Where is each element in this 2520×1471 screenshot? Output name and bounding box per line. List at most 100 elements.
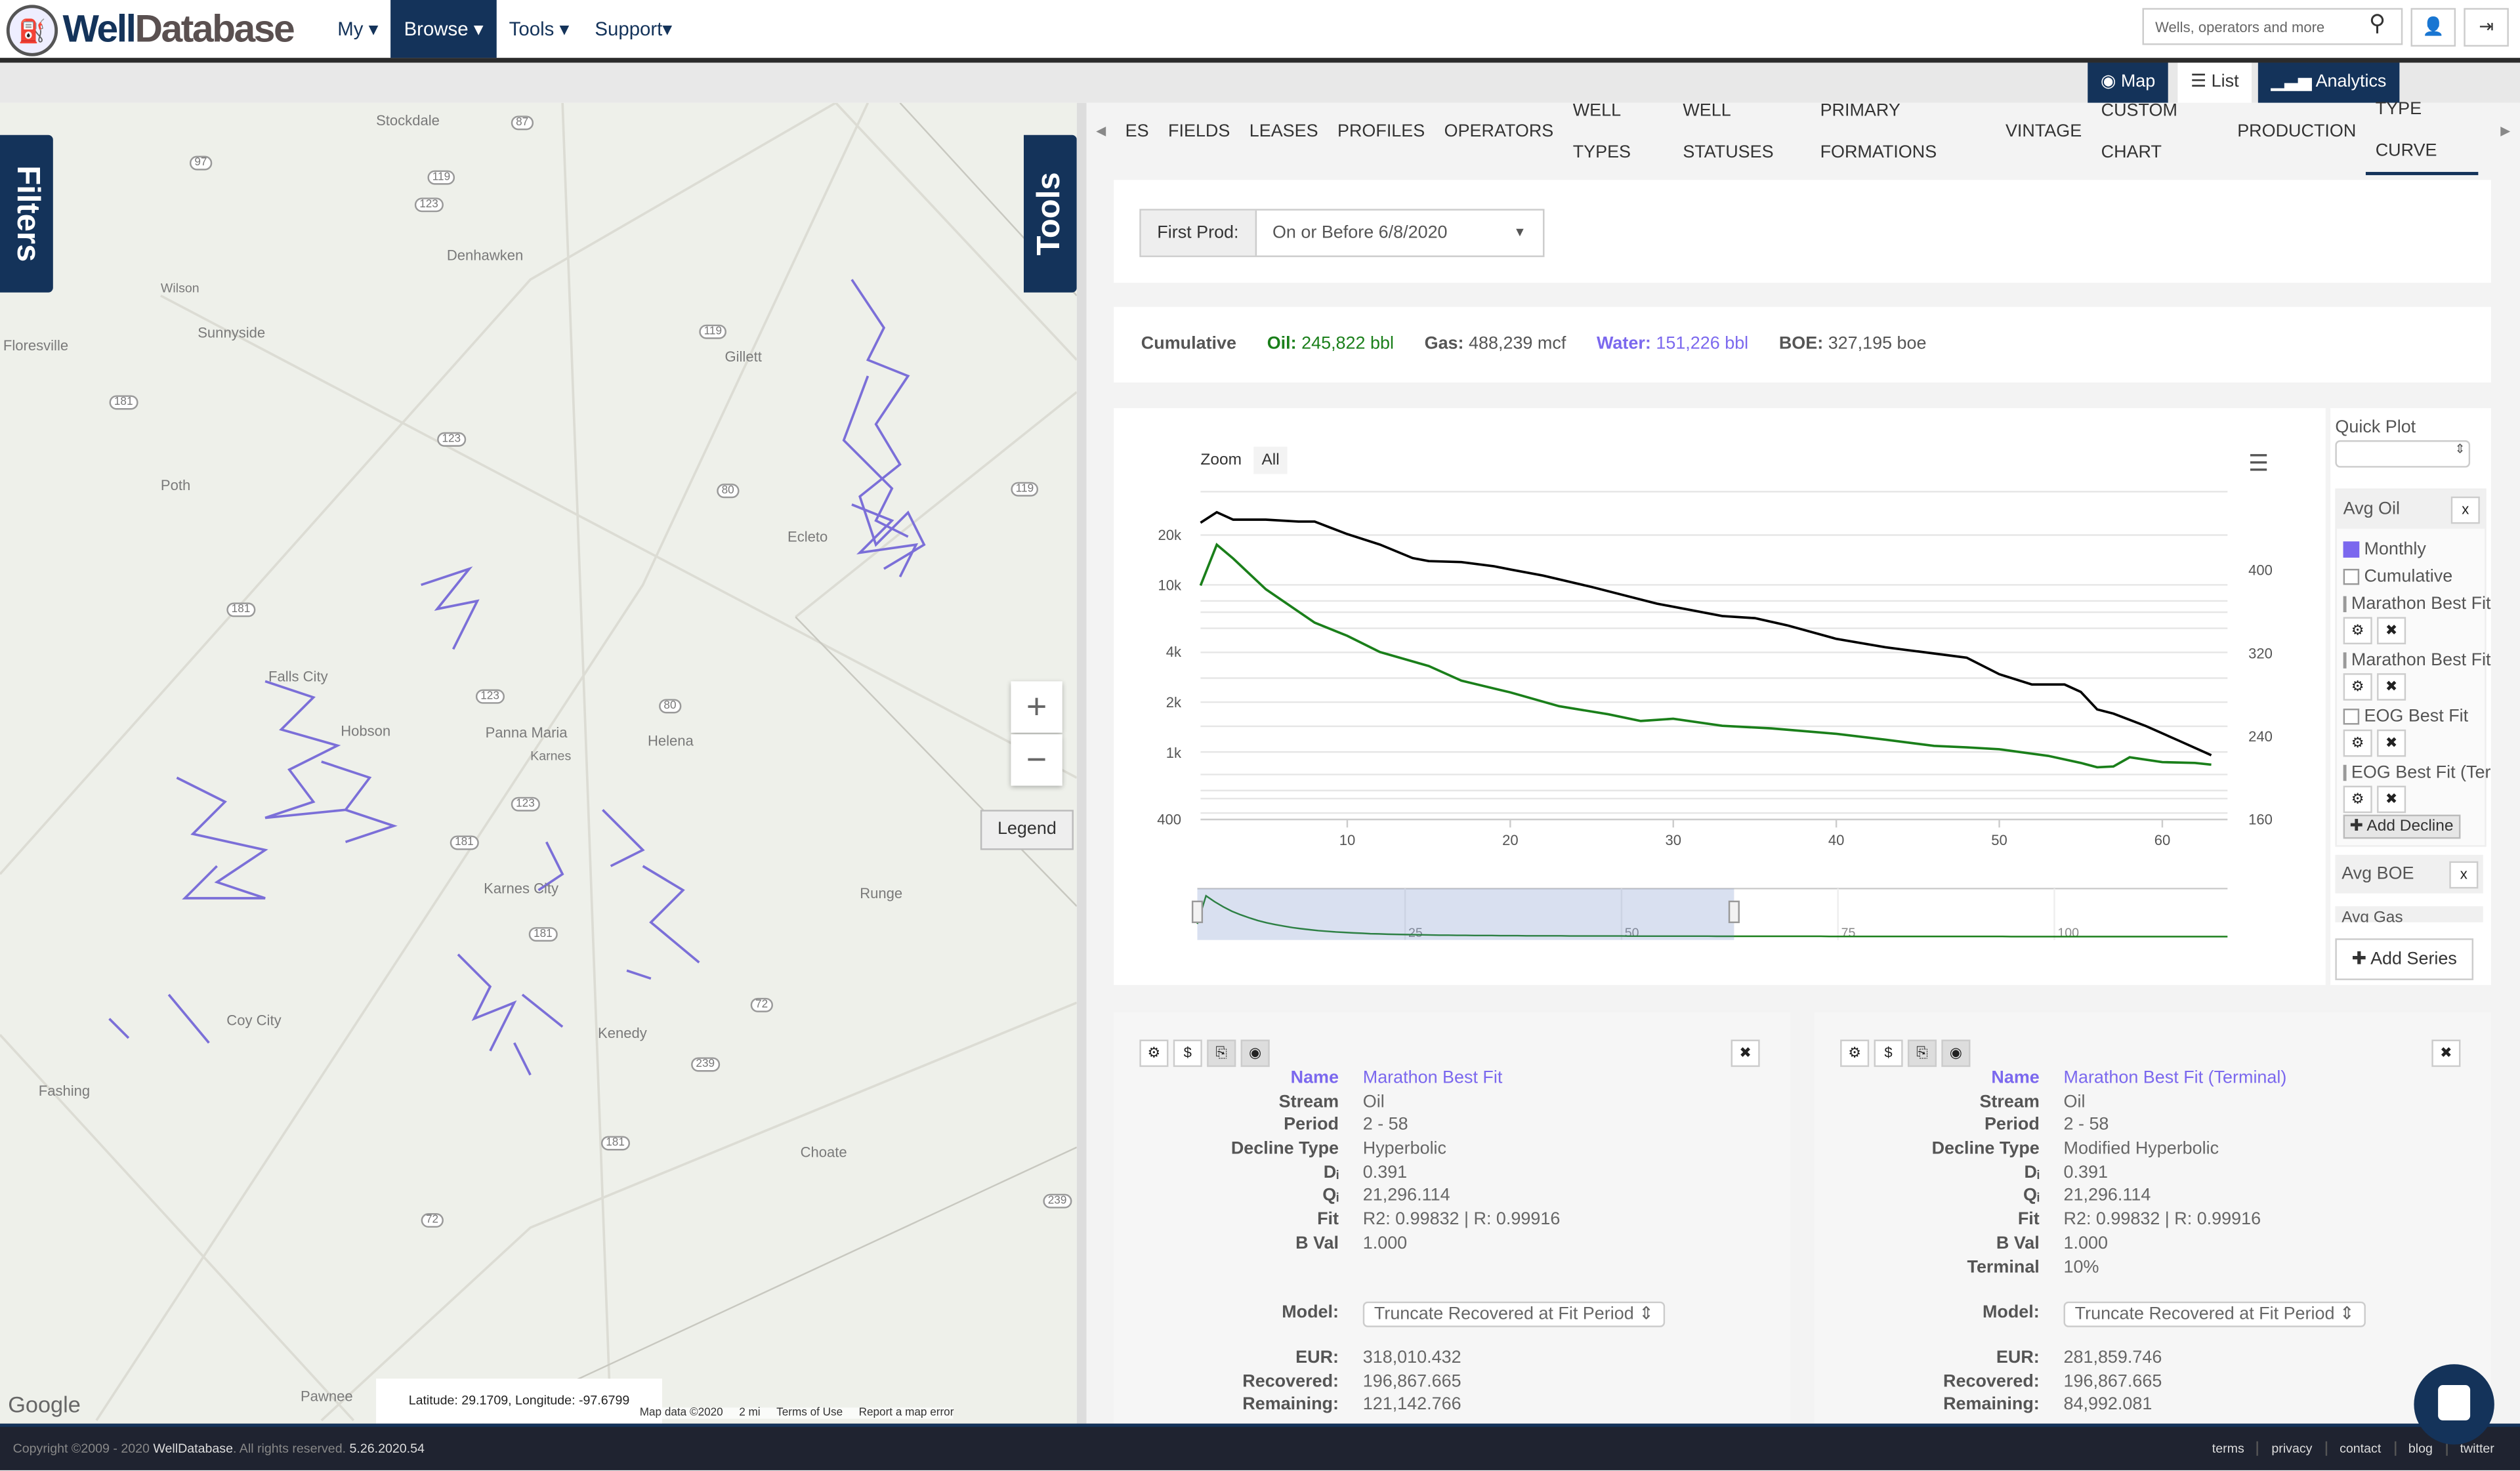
dollar-icon[interactable]: $ [1173,1040,1202,1067]
map-town-label: Coy City [226,1012,281,1028]
nav-browse[interactable]: Browse ▾ [391,0,496,58]
gear-icon[interactable]: ⚙ [1139,1040,1168,1067]
decline-checkbox[interactable]: Marathon Best Fit [2343,590,2479,617]
chat-button[interactable] [2414,1364,2494,1444]
decline-name-link[interactable]: Marathon Best Fit [1363,1069,1503,1092]
tab-production[interactable]: PRODUCTION [2228,111,2366,153]
chart-menu-icon[interactable]: ☰ [2248,450,2269,478]
quick-plot-select[interactable]: ⇕ [2335,440,2470,468]
zoom-all-button[interactable]: All [1253,447,1288,474]
close-icon[interactable]: ✖ [2377,673,2406,701]
close-icon[interactable]: ✖ [2377,730,2406,757]
cumulative-card: Cumulative Oil: 245,822 bbl Gas: 488,239… [1114,307,2491,383]
navigator-handle[interactable] [1729,901,1739,922]
tabs-scroll-left-icon[interactable]: ◀ [1087,111,1116,153]
oil-label: Oil: [1267,334,1297,353]
map-town-label: Gillett [724,348,761,364]
privacy-link[interactable]: privacy [2257,1441,2325,1456]
zoom-out-button[interactable]: − [1011,734,1062,785]
gear-icon[interactable]: ⚙ [2343,673,2372,701]
monthly-checkbox[interactable]: Monthly [2343,535,2479,563]
field-value: Modified Hyperbolic [2064,1139,2219,1163]
gear-icon[interactable]: ⚙ [2343,730,2372,757]
decline-checkbox[interactable]: EOG Best Fit [2343,702,2479,730]
map-town-label: Karnes City [484,881,558,896]
tabs-scroll-right-icon[interactable]: ▶ [2491,111,2520,153]
search-icon[interactable]: ⚲ [2369,10,2385,37]
search-input[interactable]: Wells, operators and more [2143,8,2403,45]
decline-checkbox[interactable]: EOG Best Fit (Terminal) [2343,758,2479,786]
terms-link[interactable]: Terms of Use [776,1407,843,1419]
model-select[interactable]: Truncate Recovered at Fit Period ⇕ [2064,1302,2366,1327]
tab-custom-chart[interactable]: CUSTOM CHART [2091,90,2228,173]
tab-operators[interactable]: OPERATORS [1435,111,1563,153]
nav-support[interactable]: Support▾ [582,0,685,58]
highway-shield: 181 [226,602,255,617]
filters-tab[interactable]: Filters [0,135,53,293]
remove-series-button[interactable]: x [2449,860,2478,888]
dollar-icon[interactable]: $ [1874,1040,1903,1067]
report-error-link[interactable]: Report a map error [859,1407,954,1419]
navigator-tick: 100 [2057,926,2079,940]
nav-tools[interactable]: Tools ▾ [496,0,582,58]
close-card-button[interactable]: ✖ [1731,1040,1760,1067]
field-label: Stream [1815,1092,2064,1116]
add-decline-button[interactable]: ✚ Add Decline [2343,815,2460,839]
nav-my[interactable]: My ▾ [325,0,391,58]
tab-profiles[interactable]: PROFILES [1328,111,1435,153]
avg-oil-group: Avg Oilx Monthly Cumulative Marathon Bes… [2335,488,2486,846]
logout-icon[interactable]: ⇥ [2464,8,2509,47]
remove-series-button[interactable]: x [2451,496,2480,524]
eye-icon[interactable]: ◉ [1241,1040,1270,1067]
tab-type-curve[interactable]: TYPE CURVE [2366,89,2478,175]
decline-checkbox[interactable]: Marathon Best Fit (Terminal) [2343,646,2479,673]
first-prod-select[interactable]: On or Before 6/8/2020 [1256,211,1513,256]
zoom-in-button[interactable]: + [1011,681,1062,732]
terms-link[interactable]: terms [2199,1441,2257,1456]
legend-button[interactable]: Legend [980,810,1074,850]
series-group-avg-gas[interactable]: Avg Gasx [2335,906,2483,922]
decline-field-row: B Val1.000 [1815,1233,2286,1257]
left-axis-tick: 20k [1158,527,1182,543]
decline-name-link[interactable]: Marathon Best Fit (Terminal) [2064,1069,2287,1092]
model-select[interactable]: Truncate Recovered at Fit Period ⇕ [1363,1302,1665,1327]
navigator-handle[interactable] [1192,901,1202,922]
tab-well-types[interactable]: WELL TYPES [1563,90,1673,173]
field-label: Fit [1815,1210,2064,1233]
add-series-button[interactable]: ✚ Add Series [2335,938,2473,980]
tab-fields[interactable]: FIELDS [1158,111,1240,153]
navigator-selection[interactable] [1198,888,1734,940]
map-town-label: Ecleto [788,529,828,545]
tab-leases[interactable]: LEASES [1240,111,1328,153]
chart-zoom-label: Zoom [1200,451,1242,469]
tab-primary-formations[interactable]: PRIMARY FORMATIONS [1811,90,1996,173]
gear-icon[interactable]: ⚙ [1840,1040,1869,1067]
gear-icon[interactable]: ⚙ [2343,617,2372,644]
gear-icon[interactable]: ⚙ [2343,786,2372,814]
type-curve-chart[interactable]: 4001k2k4k10k20k1602403204001020304050602… [1114,408,2326,985]
user-icon[interactable]: 👤 [2410,8,2456,47]
contact-link[interactable]: contact [2325,1441,2394,1456]
copy-icon[interactable]: ⎘ [1908,1040,1937,1067]
eye-icon[interactable]: ◉ [1941,1040,1970,1067]
google-logo: Google [8,1392,81,1417]
series-group-avg-boe[interactable]: Avg BOEx [2335,855,2483,894]
result-label: Recovered: [1815,1372,2064,1396]
first-prod-filter[interactable]: First Prod: On or Before 6/8/2020 ▼ [1139,209,1544,257]
blog-link[interactable]: blog [2394,1441,2446,1456]
close-icon[interactable]: ✖ [2377,617,2406,644]
close-card-button[interactable]: ✖ [2431,1040,2460,1067]
tools-tab[interactable]: Tools [1024,135,1077,293]
map-panel[interactable]: Stockdale Denhawken Wilson Sunnyside Flo… [0,103,1077,1424]
highway-shield: 123 [511,797,539,812]
copy-icon[interactable]: ⎘ [1207,1040,1236,1067]
logo[interactable]: ⛽WellDatabase [7,5,293,56]
cumulative-checkbox[interactable]: Cumulative [2343,562,2479,590]
tab-es[interactable]: ES [1116,111,1158,153]
close-icon[interactable]: ✖ [2377,786,2406,814]
tab-vintage[interactable]: VINTAGE [1996,111,2091,153]
tab-well-statuses[interactable]: WELL STATUSES [1673,90,1811,173]
series-line-0 [1200,545,2211,767]
field-label: Dᵢ [1815,1163,2064,1186]
splitter-handle[interactable] [1077,103,1087,1424]
